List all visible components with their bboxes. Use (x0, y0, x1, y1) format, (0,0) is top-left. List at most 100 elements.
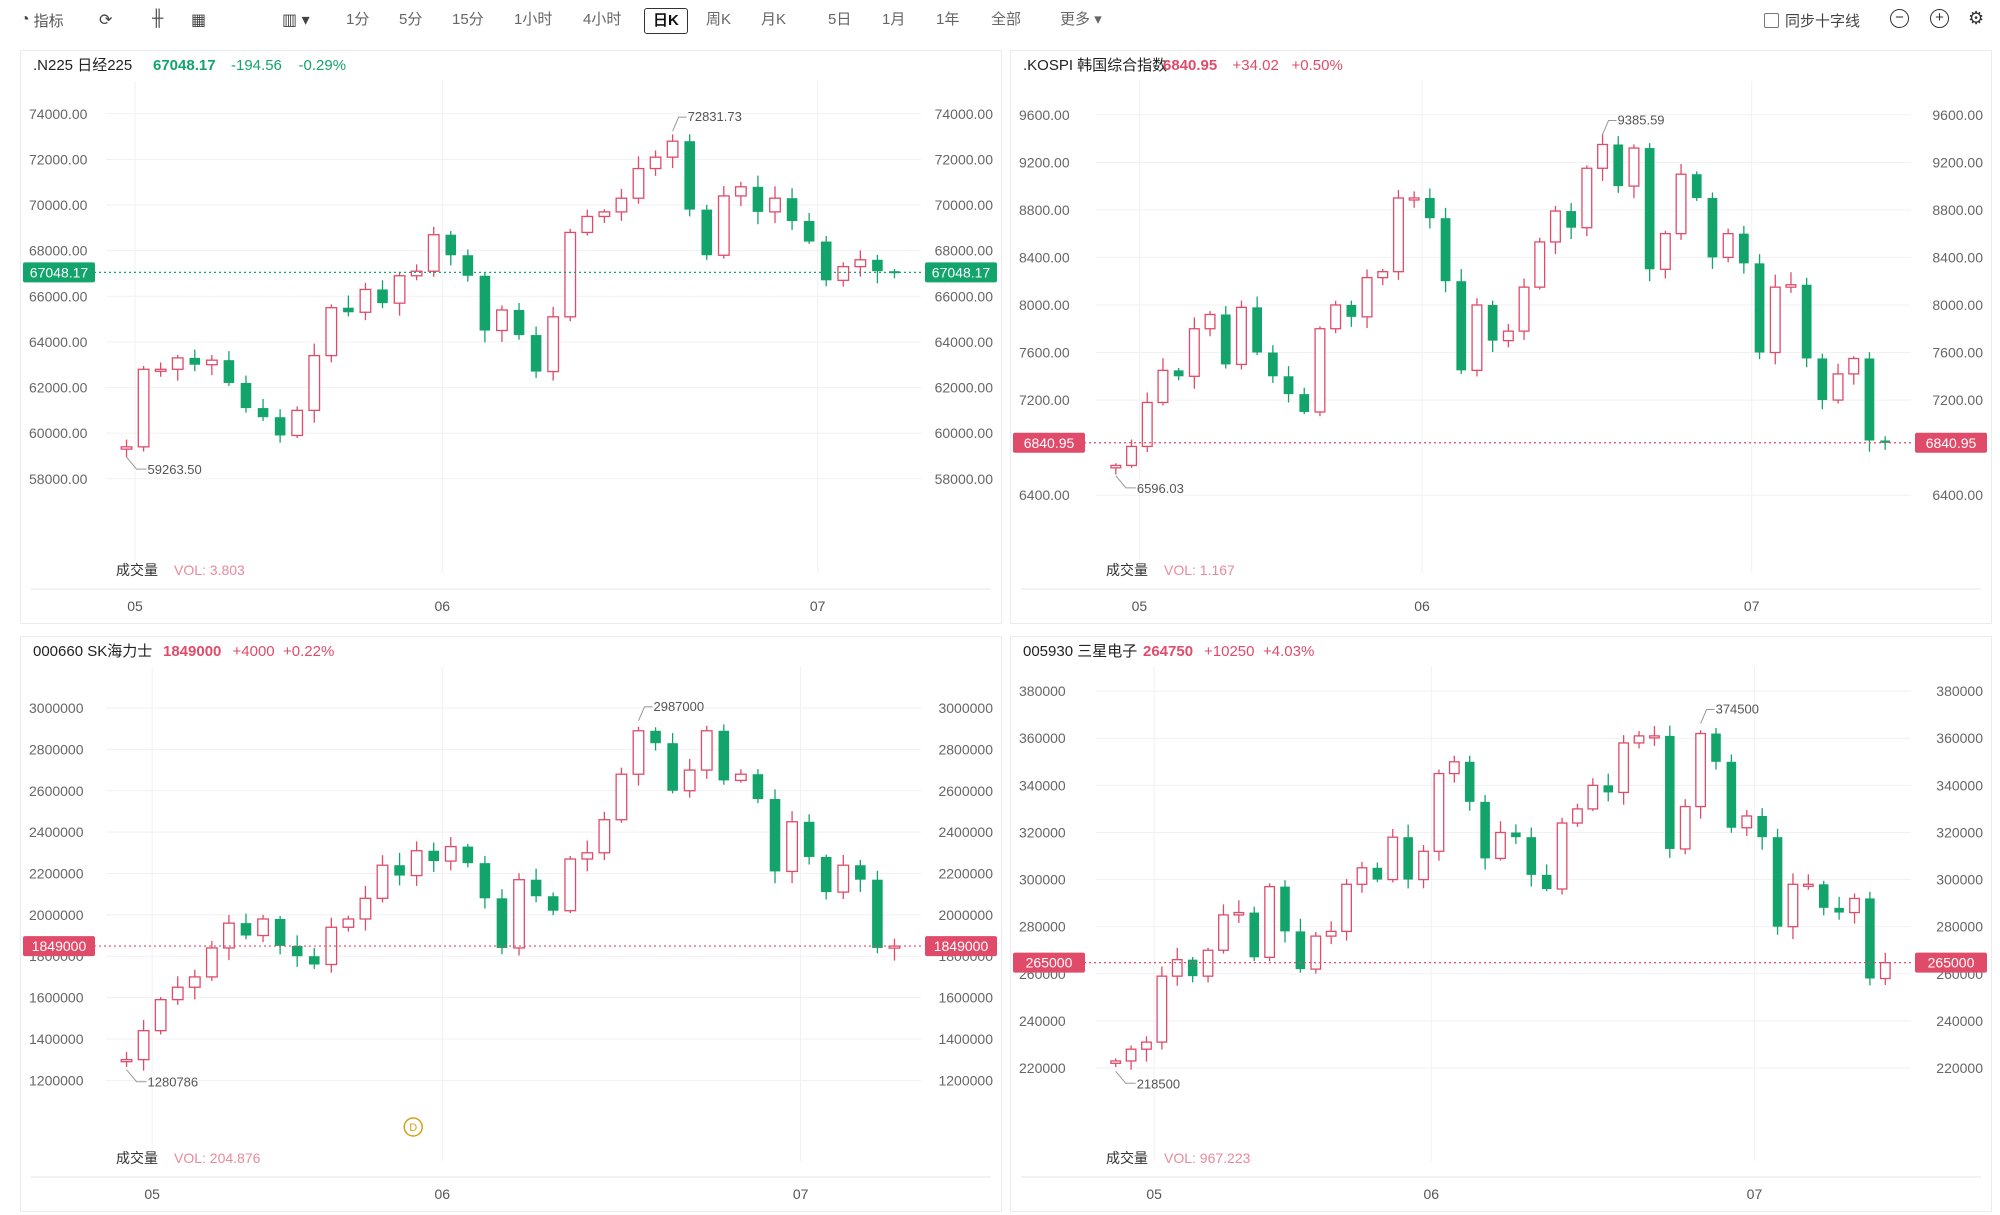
candle-body (1456, 281, 1467, 371)
candle-body (393, 275, 406, 304)
candle-body (1220, 314, 1231, 365)
candle-body (394, 865, 405, 876)
candle-body (803, 221, 815, 242)
candlestick-chart: .N225 日经225 67048.17 -194.56 -0.29% 74000.00… (23, 57, 997, 614)
candle-body (734, 186, 747, 197)
candle-body (377, 289, 388, 304)
candle-body (718, 730, 730, 781)
tab-1year[interactable]: 1年 (936, 11, 960, 28)
candle-body (1659, 232, 1671, 270)
candle-body (291, 409, 304, 437)
crosshair-checkbox[interactable] (1764, 13, 1779, 28)
candle-body (786, 821, 799, 873)
candle-body (598, 211, 611, 218)
candle-body (1741, 815, 1753, 829)
candle-body (1156, 975, 1168, 1043)
candle-body (205, 359, 218, 366)
candle-body (786, 198, 798, 222)
panel-title: 000660 SK海力士 (33, 643, 152, 660)
replay-icon[interactable]: ⟳ (99, 12, 113, 29)
tab-4hour[interactable]: 4小时 (583, 11, 622, 28)
candle-body (1141, 1041, 1152, 1050)
candle-body (137, 1030, 150, 1061)
y-tick-right: 340000 (1936, 777, 1983, 793)
tab-15min[interactable]: 15分 (452, 11, 484, 28)
tab-5day[interactable]: 5日 (828, 11, 852, 28)
sync-crosshair-toggle[interactable]: 同步十字线 (1764, 10, 1860, 31)
y-tick-right: 8800.00 (1932, 202, 1983, 218)
candle-body (547, 316, 560, 373)
candle-body (666, 140, 679, 158)
candle-body (530, 879, 542, 897)
candle-body (1726, 761, 1737, 828)
candle-body (752, 774, 764, 800)
candle-body (1310, 935, 1322, 970)
indicator-button[interactable]: ◔ 指标 (20, 10, 64, 31)
chart-panel[interactable]: 000660 SK海力士 1849000 +4000 +0.22% 3000000 300… (20, 636, 1002, 1212)
zoom-in-icon[interactable]: + (1930, 9, 1949, 28)
candle-body (1549, 210, 1561, 243)
candle-body (547, 896, 559, 911)
x-tick-month: 06 (434, 598, 450, 614)
tab-5min[interactable]: 5分 (399, 11, 423, 28)
tab-1min[interactable]: 1分 (346, 11, 370, 28)
candle-body (1171, 959, 1183, 977)
price-tag-right: 67048.17 (932, 264, 991, 280)
tab-weekly[interactable]: 周K (706, 11, 732, 28)
y-tick-right: 1400000 (938, 1031, 993, 1047)
candle-body (1817, 358, 1828, 401)
candle-body (717, 195, 730, 256)
price-change-percent: +0.50% (1292, 57, 1343, 74)
tab-all[interactable]: 全部 (991, 11, 1022, 28)
candle-body (1487, 304, 1498, 341)
tab-1hour[interactable]: 1小时 (514, 11, 553, 28)
y-tick-left: 300000 (1019, 872, 1066, 888)
y-tick-left: 2400000 (29, 824, 84, 840)
dividend-marker-letter: D (409, 1122, 417, 1134)
y-tick-right: 280000 (1936, 919, 1983, 935)
layout-icon[interactable]: ▦ (191, 12, 207, 29)
candle-body (1613, 144, 1624, 187)
candle-body (1581, 167, 1593, 229)
candle-body (615, 197, 628, 213)
tab-1month[interactable]: 1月 (882, 11, 906, 28)
y-tick-left: 2600000 (29, 783, 84, 799)
tab-monthly[interactable]: 月K (761, 11, 787, 28)
y-tick-left: 66000.00 (29, 288, 88, 304)
y-tick-right: 6400.00 (1932, 487, 1983, 503)
candle-body (154, 368, 167, 372)
settings-gear-icon[interactable]: ⚙ (1968, 8, 1985, 28)
candle-body (734, 773, 747, 782)
candle-body (1408, 197, 1420, 201)
candle-body (257, 408, 269, 418)
chart-panel[interactable]: 005930 三星电子 264750 +10250 +4.03% 380000 38000… (1010, 636, 1992, 1212)
candle-body (1110, 464, 1122, 469)
candle-body (769, 799, 781, 872)
chart-panel[interactable]: .N225 日经225 67048.17 -194.56 -0.29% 74000.00… (20, 50, 1002, 624)
last-price: 6840.95 (1163, 57, 1217, 74)
y-tick-left: 340000 (1019, 777, 1066, 793)
multi-chart-icon[interactable]: ▥ ▾ (282, 12, 310, 29)
chart-panel[interactable]: .KOSPI 韩国综合指数 6840.95 +34.02 +0.50% 9600.00 9… (1010, 50, 1992, 624)
candle-body (1802, 883, 1814, 887)
zoom-out-icon[interactable]: − (1890, 9, 1909, 28)
candle-body (1202, 949, 1214, 977)
x-tick-month: 07 (793, 1186, 809, 1202)
price-tag-left-bg (1013, 952, 1085, 973)
low-price-label: 1280786 (148, 1075, 199, 1090)
price-tag-left: 1849000 (32, 938, 87, 954)
high-marker-line (638, 706, 653, 721)
candle-body (359, 288, 372, 313)
candle-body (1757, 815, 1767, 838)
y-tick-right: 380000 (1936, 683, 1983, 699)
candle-body (855, 865, 866, 880)
tab-daily[interactable]: 日K (644, 8, 688, 34)
candle-type-icon[interactable]: ╫ (152, 10, 164, 27)
candle-body (1392, 197, 1404, 273)
high-price-label: 72831.73 (688, 109, 742, 124)
candle-body (1566, 211, 1577, 228)
candle-body (410, 850, 423, 877)
candles (1110, 725, 1891, 1070)
candle-body (1754, 263, 1765, 353)
tab-more[interactable]: 更多 ▾ (1054, 8, 1108, 32)
